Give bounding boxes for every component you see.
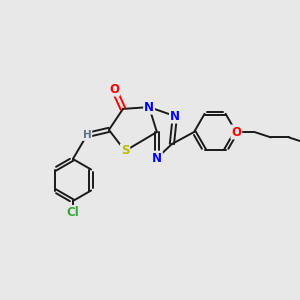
Text: O: O — [109, 82, 119, 96]
Text: N: N — [152, 152, 162, 165]
Text: Cl: Cl — [67, 206, 79, 219]
Text: H: H — [82, 130, 91, 140]
Text: O: O — [231, 125, 242, 139]
Text: N: N — [170, 110, 180, 123]
Text: N: N — [144, 100, 154, 114]
Text: S: S — [121, 144, 129, 158]
